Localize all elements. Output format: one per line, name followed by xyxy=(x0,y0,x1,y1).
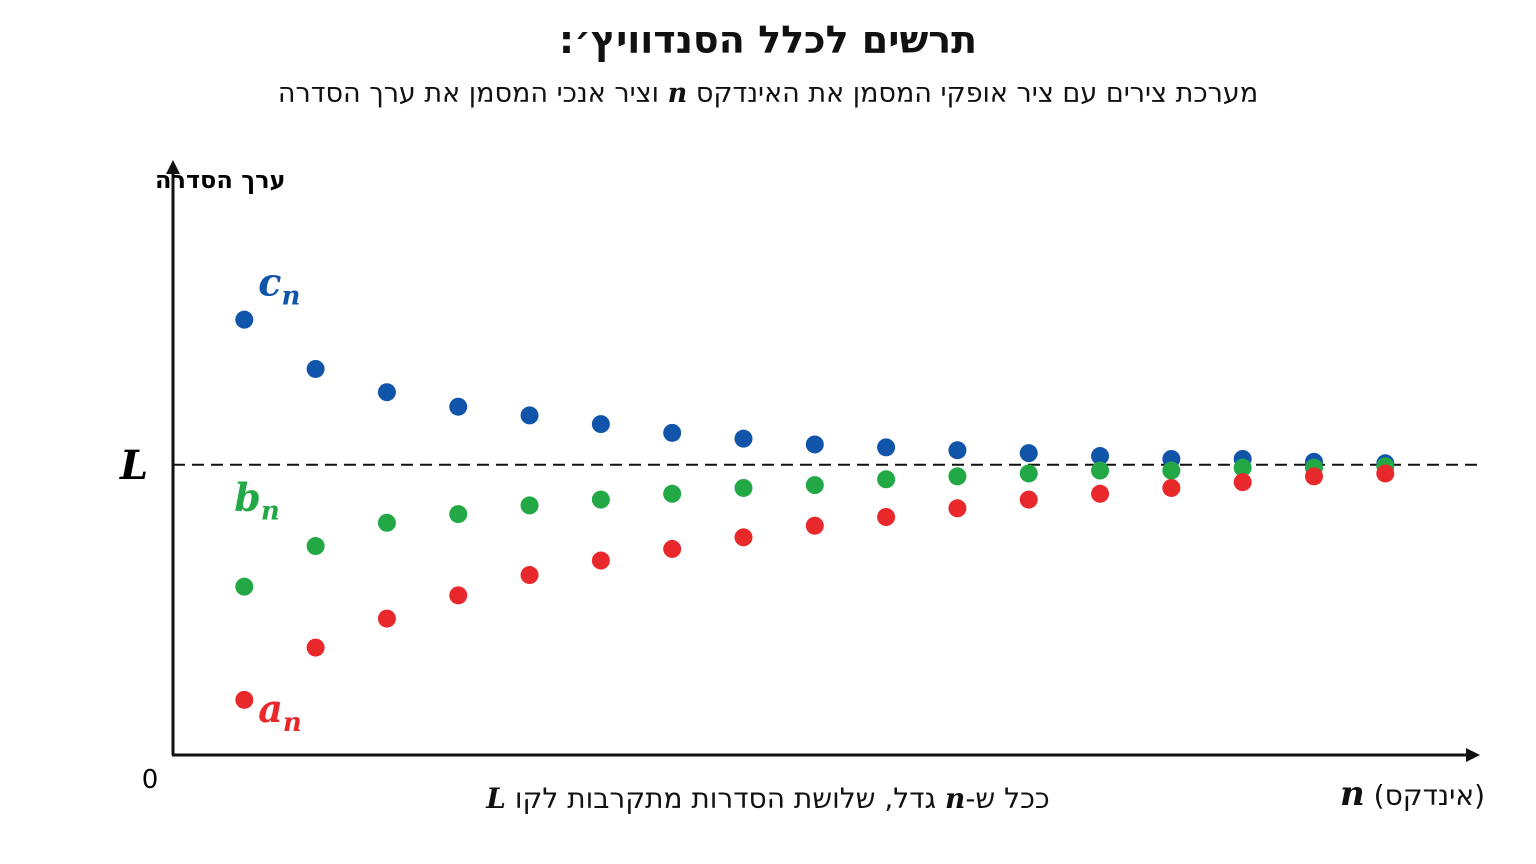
series-label-sub-a: n xyxy=(283,708,302,738)
caption-part2: גדל, שלושת הסדרות מתקרבות לקו xyxy=(505,782,945,815)
point-a-12 xyxy=(1019,490,1038,509)
point-c-13 xyxy=(1091,447,1110,466)
point-b-9 xyxy=(805,476,824,495)
point-b-2 xyxy=(306,537,325,556)
point-c-1 xyxy=(235,310,254,329)
subtitle-var-n: n xyxy=(667,78,688,109)
chart-caption: ככל ש-n גדל, שלושת הסדרות מתקרבות לקו L xyxy=(0,782,1536,815)
series-label-c: cn xyxy=(258,260,300,312)
point-b-3 xyxy=(377,513,396,532)
point-b-13 xyxy=(1091,461,1110,480)
point-c-8 xyxy=(734,429,753,448)
caption-var-n: n xyxy=(944,782,966,815)
chart-subtitle: מערכת צירים עם ציר אופקי המסמן את האינדק… xyxy=(0,78,1536,109)
point-a-8 xyxy=(734,528,753,547)
point-a-10 xyxy=(877,508,896,526)
chart-title: תרשים לכלל הסנדוויץ׳: xyxy=(558,18,978,62)
point-c-2 xyxy=(306,359,325,378)
x-axis-label-var: n xyxy=(1340,774,1365,814)
subtitle-text-before: מערכת צירים עם ציר אופקי המסמן את האינדק… xyxy=(695,78,1259,109)
point-c-10 xyxy=(877,438,896,457)
point-a-15 xyxy=(1233,473,1252,492)
x-axis-label: n (אינדקס) xyxy=(1340,774,1520,814)
series-label-b: bn xyxy=(234,475,279,527)
point-c-3 xyxy=(377,383,396,402)
series-labels: cn bn an xyxy=(234,260,302,738)
point-a-6 xyxy=(591,551,610,570)
point-a-11 xyxy=(948,499,967,518)
x-axis-label-text: (אינדקס) xyxy=(1373,779,1486,812)
point-b-8 xyxy=(734,478,753,497)
point-b-14 xyxy=(1162,461,1181,480)
point-c-9 xyxy=(805,435,824,454)
series-label-sub-c: n xyxy=(281,282,300,312)
point-b-10 xyxy=(877,470,896,489)
point-a-9 xyxy=(805,516,824,535)
point-b-11 xyxy=(948,467,967,486)
point-a-1 xyxy=(235,690,254,709)
point-c-11 xyxy=(948,441,967,460)
point-a-2 xyxy=(306,638,325,657)
point-c-5 xyxy=(520,406,539,425)
point-a-13 xyxy=(1091,484,1110,503)
point-b-12 xyxy=(1019,464,1038,483)
subtitle-text-after: וציר אנכי המסמן את ערך הסדרה xyxy=(277,78,659,109)
origin-label: 0 xyxy=(142,765,159,795)
point-b-6 xyxy=(591,490,610,509)
y-axis-label: ערך הסדרה xyxy=(155,166,286,194)
point-c-4 xyxy=(449,397,468,416)
point-b-5 xyxy=(520,496,539,515)
series-label-sub-b: n xyxy=(261,497,280,527)
point-c-7 xyxy=(663,423,682,442)
point-c-6 xyxy=(591,415,610,434)
point-a-3 xyxy=(377,609,396,628)
point-a-17 xyxy=(1376,464,1395,483)
point-a-4 xyxy=(449,586,468,605)
point-b-15 xyxy=(1233,458,1252,477)
point-a-5 xyxy=(520,566,539,585)
point-c-12 xyxy=(1019,444,1038,463)
caption-part1: ככל ש- xyxy=(965,782,1050,815)
point-b-1 xyxy=(235,577,254,596)
series-label-a: an xyxy=(258,686,302,738)
caption-var-L: L xyxy=(486,782,506,815)
limit-label: L xyxy=(119,442,148,489)
point-a-14 xyxy=(1162,478,1181,497)
point-b-7 xyxy=(663,484,682,503)
point-a-7 xyxy=(663,539,682,558)
point-a-16 xyxy=(1304,467,1323,486)
data-points xyxy=(235,310,1395,709)
point-b-4 xyxy=(449,505,468,524)
